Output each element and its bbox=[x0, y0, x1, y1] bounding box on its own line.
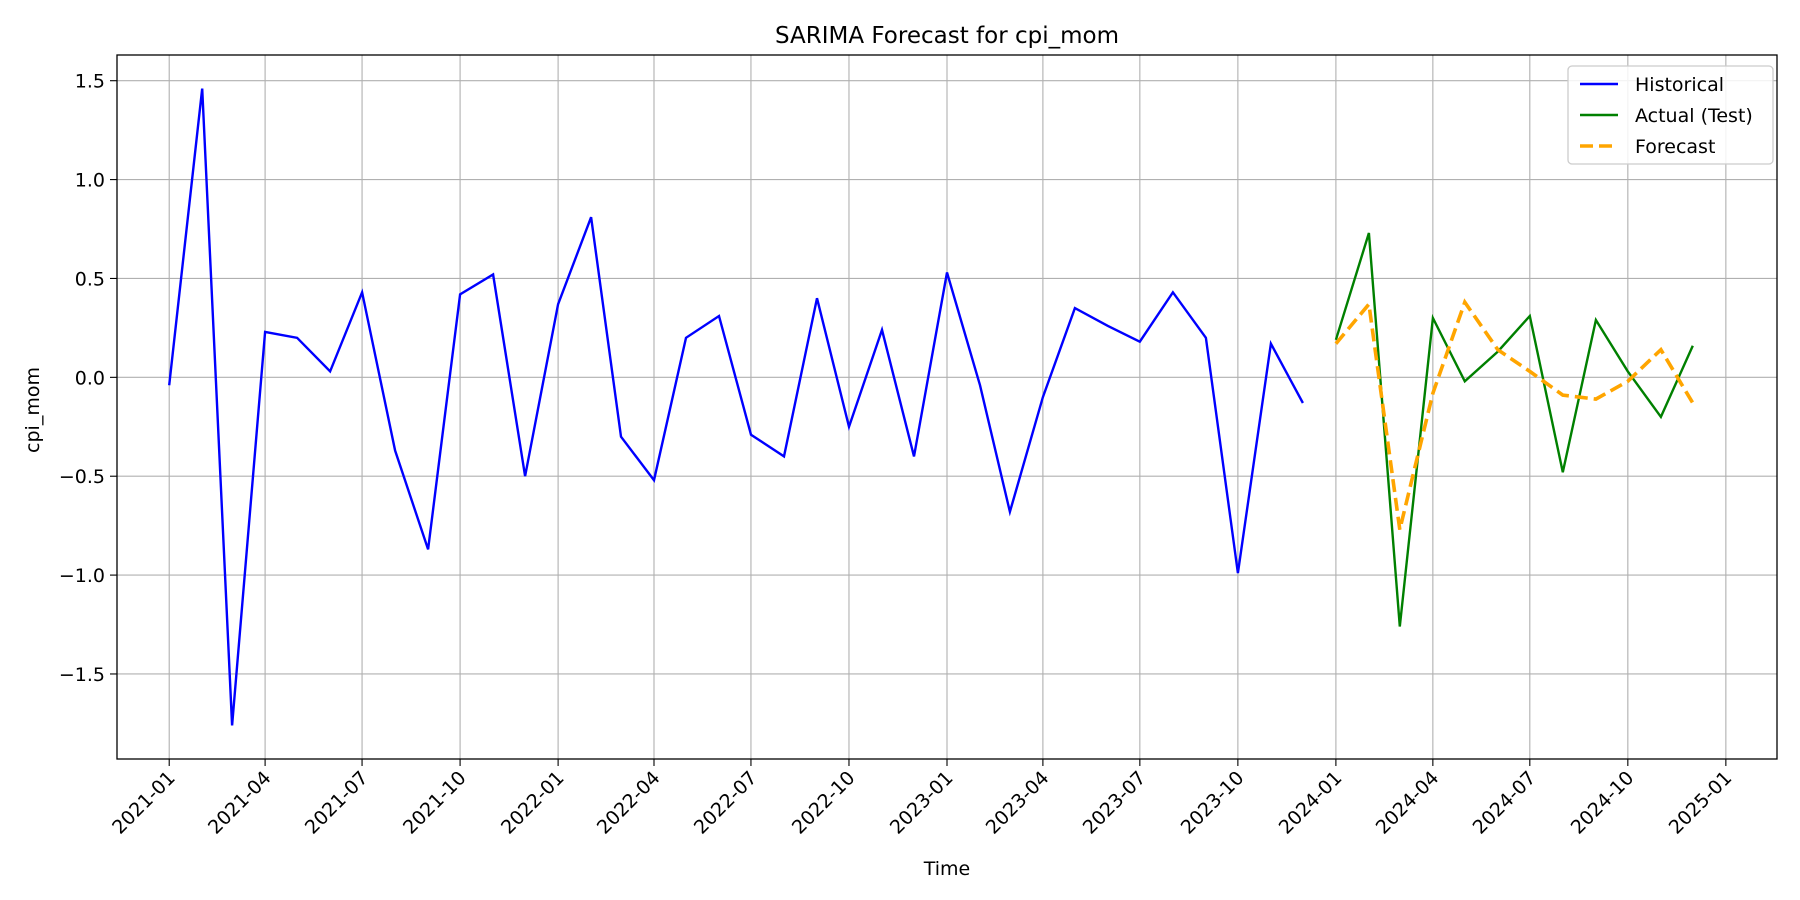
legend-item: Actual (Test) bbox=[1580, 105, 1753, 127]
y-axis: 1.5 1.0 0.5 0.0 −0.5 −1.0 −1.5 bbox=[59, 71, 117, 686]
y-tick-label: 0.5 bbox=[75, 268, 105, 290]
x-axis-label: Time bbox=[923, 858, 971, 880]
series-line-actual-test bbox=[1334, 232, 1694, 627]
y-tick-label: 1.5 bbox=[75, 71, 105, 93]
y-axis-label: cpi_mom bbox=[22, 367, 44, 453]
chart-title: SARIMA Forecast for cpi_mom bbox=[775, 23, 1119, 49]
legend-label: Forecast bbox=[1635, 136, 1715, 158]
legend-item: Forecast bbox=[1580, 136, 1715, 158]
y-tick-label: −0.5 bbox=[59, 466, 105, 488]
grid bbox=[117, 55, 1777, 759]
legend-item: Historical bbox=[1580, 74, 1724, 96]
series-line-historical bbox=[168, 88, 1304, 726]
y-tick-label: 0.0 bbox=[75, 367, 105, 389]
y-tick-label: 1.0 bbox=[75, 170, 105, 192]
legend-label: Historical bbox=[1635, 74, 1724, 96]
y-tick-label: −1.5 bbox=[59, 664, 105, 686]
legend: Historical Actual (Test) Forecast bbox=[1567, 65, 1774, 165]
series-line-forecast bbox=[1334, 298, 1695, 531]
legend-label: Actual (Test) bbox=[1635, 105, 1753, 127]
legend-box bbox=[1567, 65, 1774, 165]
series-layer bbox=[168, 88, 1695, 726]
y-tick-label: −1.0 bbox=[59, 565, 105, 587]
